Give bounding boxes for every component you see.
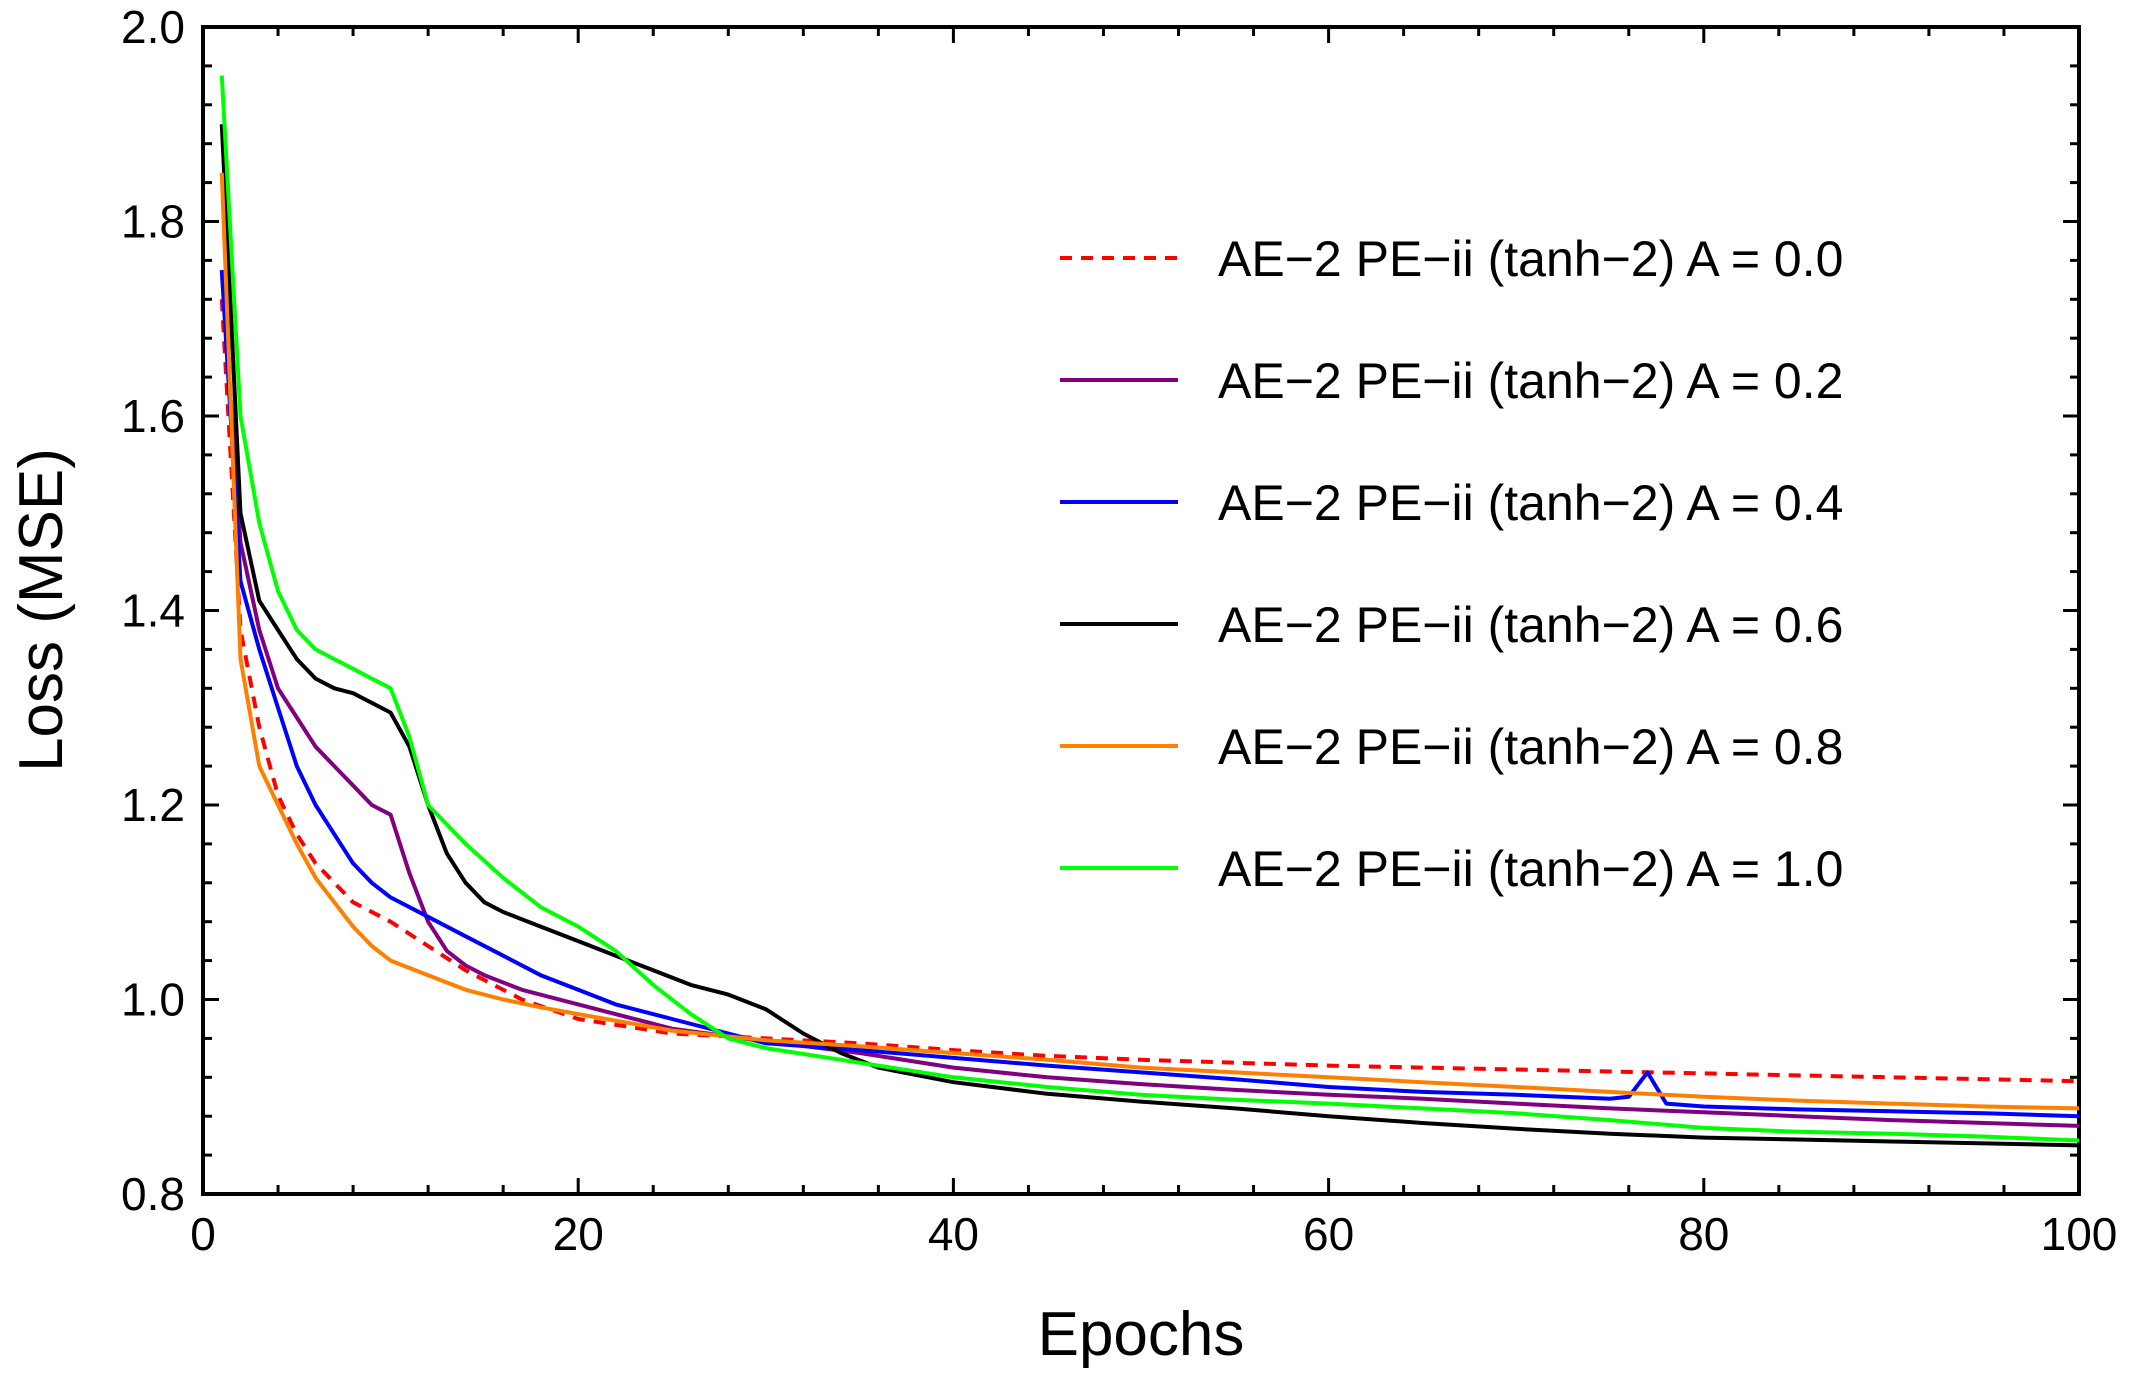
y-axis-title: Loss (MSE) (7, 448, 76, 772)
series-line-5 (219, 75, 2080, 1143)
series-lines (219, 75, 2080, 1148)
y-tick-label: 1.0 (121, 974, 185, 1026)
y-tick-label: 1.6 (121, 390, 185, 442)
x-axis-title: Epochs (1038, 1300, 1245, 1369)
legend-label-4: AE−2 PE−ii (tanh−2) A = 0.8 (1218, 719, 1843, 775)
x-tick-label: 60 (1303, 1208, 1354, 1260)
x-tick-label: 0 (190, 1208, 216, 1260)
x-tick-label: 40 (928, 1208, 979, 1260)
legend-label-0: AE−2 PE−ii (tanh−2) A = 0.0 (1218, 231, 1843, 287)
series-line-1 (219, 269, 2080, 1128)
y-tick-label: 0.8 (121, 1168, 185, 1220)
x-tick-label: 20 (553, 1208, 604, 1260)
legend: AE−2 PE−ii (tanh−2) A = 0.0 AE−2 PE−ii (t… (1060, 231, 1843, 897)
series-line-4 (219, 172, 2080, 1111)
x-tick-label: 100 (2041, 1208, 2118, 1260)
y-tick-label: 1.2 (121, 779, 185, 831)
x-tick-label: 80 (1678, 1208, 1729, 1260)
tick-labels: 0 20 40 60 80 100 0.8 1.0 1.2 1.4 1.6 1.8 2.0 (121, 1, 2117, 1260)
y-tick-label: 2.0 (121, 1, 185, 53)
series-line-0 (219, 299, 2080, 1084)
legend-label-1: AE−2 PE−ii (tanh−2) A = 0.2 (1218, 353, 1843, 409)
legend-label-5: AE−2 PE−ii (tanh−2) A = 1.0 (1218, 841, 1843, 897)
legend-label-3: AE−2 PE−ii (tanh−2) A = 0.6 (1218, 597, 1843, 653)
y-tick-label: 1.4 (121, 585, 185, 637)
axis-ticks (201, 25, 2081, 1196)
y-tick-label: 1.8 (121, 196, 185, 248)
legend-label-2: AE−2 PE−ii (tanh−2) A = 0.4 (1218, 475, 1843, 531)
series-line-3 (219, 124, 2080, 1148)
